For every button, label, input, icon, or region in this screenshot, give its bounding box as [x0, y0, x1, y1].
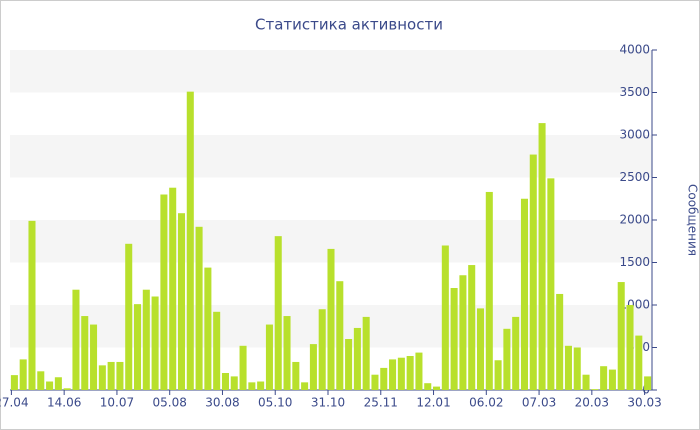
x-tick-label: 05.08 [153, 396, 187, 410]
grid-band [10, 135, 652, 178]
y-axis-label: Сообщения [686, 184, 700, 256]
x-tick-label: 20.03 [575, 396, 609, 410]
bar [529, 154, 537, 390]
y-tick-label: 1500 [619, 255, 650, 269]
bar [468, 265, 476, 390]
bar [213, 311, 221, 390]
bar [635, 335, 643, 390]
bar [538, 123, 546, 390]
bar [424, 383, 432, 390]
bar [54, 377, 62, 390]
bar [116, 361, 124, 390]
bar [309, 344, 317, 390]
bar [591, 389, 599, 390]
x-tick-label: 30.08 [205, 396, 239, 410]
x-tick-label: 27.04 [0, 396, 29, 410]
bar [406, 356, 414, 390]
x-tick-label: 25.11 [364, 396, 398, 410]
bar [353, 327, 361, 390]
bar [169, 187, 177, 390]
bar [37, 371, 45, 390]
bar [19, 359, 27, 390]
bar [46, 381, 54, 390]
bar [617, 282, 625, 390]
bar [125, 243, 133, 390]
y-tick-label: 2000 [619, 213, 650, 227]
bar [512, 316, 520, 390]
bar [327, 248, 335, 390]
y-tick-label: 2500 [619, 170, 650, 184]
y-tick-label: 3500 [619, 85, 650, 99]
bar [90, 324, 98, 390]
bar [221, 373, 229, 390]
bar [265, 324, 273, 390]
bar [494, 360, 502, 390]
bar [362, 316, 370, 390]
bar [257, 381, 265, 390]
bar [151, 296, 159, 390]
bar [397, 357, 405, 390]
bar [10, 375, 18, 390]
bar [644, 376, 652, 390]
bar [283, 316, 291, 390]
bar [608, 369, 616, 390]
grid-band [10, 50, 652, 93]
x-tick-label: 06.02 [469, 396, 503, 410]
bar [520, 198, 528, 390]
bar [450, 288, 458, 390]
bar [195, 226, 203, 390]
x-tick-label: 30.03 [627, 396, 661, 410]
bar [248, 382, 256, 390]
bar [564, 345, 572, 390]
y-tick-label: 3000 [619, 128, 650, 142]
bar [239, 345, 247, 390]
y-tick-label: 4000 [619, 43, 650, 57]
x-tick-label: 05.10 [258, 396, 292, 410]
bar [274, 236, 282, 390]
x-tick-label: 10.07 [100, 396, 134, 410]
bar [582, 374, 590, 390]
bar [380, 367, 388, 390]
x-tick-label: 31.10 [311, 396, 345, 410]
bar [72, 289, 80, 390]
bar [345, 339, 353, 390]
bar [142, 289, 150, 390]
bar [389, 359, 397, 390]
x-tick-label: 14.06 [47, 396, 81, 410]
bar [433, 386, 441, 390]
bar [547, 178, 555, 390]
x-tick-label: 12.01 [416, 396, 450, 410]
bar [336, 281, 344, 390]
bar [28, 220, 36, 390]
bar [134, 304, 142, 390]
bar [81, 316, 89, 390]
bar [600, 366, 608, 390]
bar [476, 308, 485, 390]
bar [318, 309, 326, 390]
bar [573, 347, 581, 390]
bar [626, 305, 634, 390]
x-tick-label: 07.03 [522, 396, 556, 410]
bar [503, 328, 511, 390]
bar [292, 361, 300, 390]
bar [485, 191, 493, 390]
bar [204, 267, 212, 390]
bar [556, 293, 564, 390]
chart-title: Статистика активности [255, 16, 443, 34]
bar [230, 376, 238, 390]
bar [160, 194, 168, 390]
bar [63, 388, 71, 390]
bar [177, 213, 186, 390]
bar [371, 374, 379, 390]
bar [441, 245, 449, 390]
bar [301, 382, 309, 390]
bar [415, 352, 423, 390]
bar [107, 361, 115, 390]
bar [186, 91, 194, 391]
bar [98, 365, 106, 390]
bar [459, 275, 467, 390]
